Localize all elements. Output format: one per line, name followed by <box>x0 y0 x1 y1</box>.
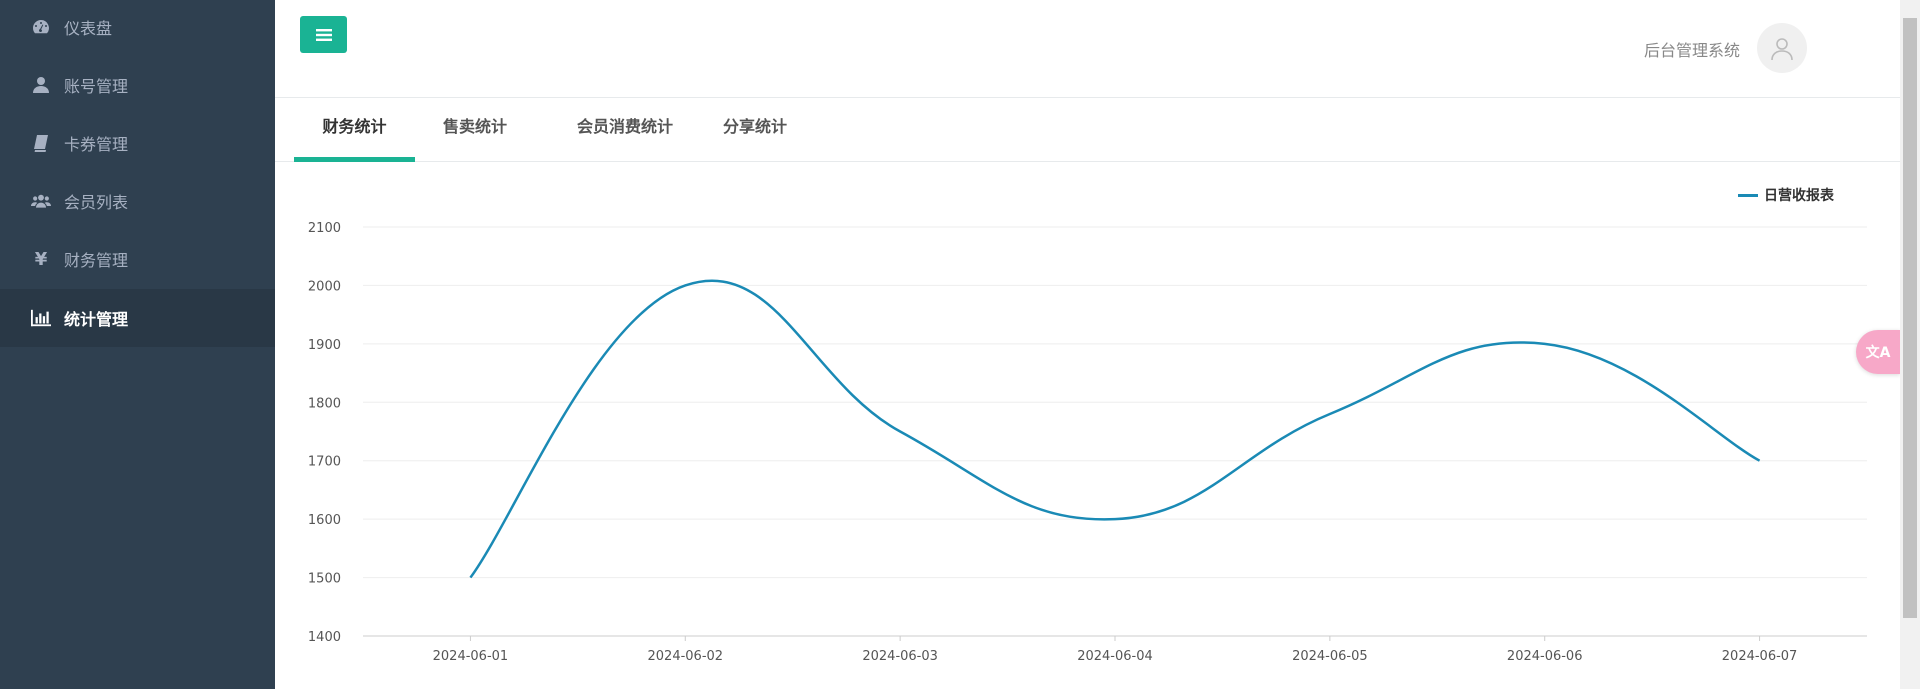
tab-share-stats[interactable]: 分享统计 <box>722 117 787 136</box>
translate-float-button[interactable]: 文A <box>1856 330 1900 374</box>
y-tick-label: 1600 <box>308 513 341 528</box>
sidebar-item-label: 统计管理 <box>64 310 129 329</box>
x-tick-label: 2024-06-03 <box>862 649 938 664</box>
sidebar-item-label: 卡券管理 <box>64 135 129 154</box>
avatar-placeholder-icon <box>1771 38 1793 61</box>
legend-label: 日营收报表 <box>1764 188 1834 204</box>
sidebar-item-finance[interactable]: ¥ 财务管理 <box>0 230 275 288</box>
system-title: 后台管理系统 <box>1643 41 1740 60</box>
tab-member-consumption-stats[interactable]: 会员消费统计 <box>576 117 673 136</box>
menu-toggle-button[interactable] <box>300 16 347 53</box>
x-tick-label: 2024-06-06 <box>1507 649 1583 664</box>
chart-canvas: 1400 1500 1600 1700 1800 1900 2000 2100 2024-06-… <box>308 221 1867 664</box>
scrollbar-thumb[interactable] <box>1903 18 1917 618</box>
sidebar: 仪表盘 账号管理 卡券管理 会员列表 ¥ 财务管理 统计管理 <box>0 0 275 689</box>
series-line[interactable] <box>469 279 1761 579</box>
sidebar-item-label: 账号管理 <box>64 77 129 96</box>
sidebar-item-label: 会员列表 <box>64 193 129 212</box>
page-scrollbar[interactable] <box>1900 0 1920 689</box>
top-header: 后台管理系统 <box>275 0 1900 98</box>
dashboard-icon <box>30 16 52 38</box>
hamburger-icon <box>315 28 332 41</box>
x-tick-label: 2024-06-05 <box>1292 649 1368 664</box>
sidebar-item-statistics[interactable]: 统计管理 <box>0 289 275 347</box>
sidebar-item-members[interactable]: 会员列表 <box>0 172 275 230</box>
book-icon <box>30 132 52 154</box>
avatar[interactable] <box>1757 23 1807 73</box>
y-tick-label: 1500 <box>308 572 341 587</box>
x-tick-label: 2024-06-04 <box>1077 649 1153 664</box>
y-tick-label: 1800 <box>308 396 341 411</box>
tab-bar: 财务统计 售卖统计 会员消费统计 分享统计 <box>275 99 1900 162</box>
bar-chart-icon <box>30 307 52 329</box>
sidebar-item-dashboard[interactable]: 仪表盘 <box>0 0 275 56</box>
y-tick-label: 2000 <box>308 279 341 294</box>
x-tick-label: 2024-06-01 <box>433 649 509 664</box>
user-icon <box>30 74 52 96</box>
sidebar-item-account[interactable]: 账号管理 <box>0 56 275 114</box>
sidebar-item-label: 财务管理 <box>64 251 129 270</box>
tab-finance-stats[interactable]: 财务统计 <box>294 99 415 162</box>
x-tick-label: 2024-06-02 <box>648 649 724 664</box>
sidebar-item-label: 仪表盘 <box>64 19 113 38</box>
line-chart: 1400 1500 1600 1700 1800 1900 2000 2100 2024-06-… <box>275 163 1900 689</box>
sidebar-item-coupons[interactable]: 卡券管理 <box>0 114 275 172</box>
translate-icon: 文A <box>1865 345 1891 361</box>
yen-icon: ¥ <box>34 248 48 270</box>
y-tick-label: 1700 <box>308 455 341 470</box>
tab-sales-stats[interactable]: 售卖统计 <box>442 117 507 136</box>
y-tick-label: 2100 <box>308 221 341 236</box>
legend-swatch <box>1738 193 1758 197</box>
x-tick-label: 2024-06-07 <box>1722 649 1798 664</box>
y-tick-label: 1900 <box>308 338 341 353</box>
y-tick-label: 1400 <box>308 630 341 645</box>
chart-legend[interactable]: 日营收报表 <box>1738 185 1834 205</box>
users-icon <box>30 190 52 212</box>
